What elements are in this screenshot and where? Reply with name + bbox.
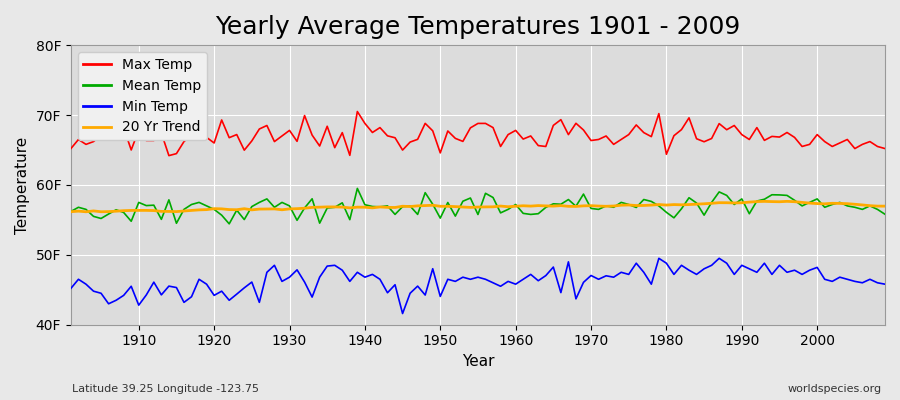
X-axis label: Year: Year (462, 354, 494, 369)
Title: Yearly Average Temperatures 1901 - 2009: Yearly Average Temperatures 1901 - 2009 (215, 15, 741, 39)
Text: worldspecies.org: worldspecies.org (788, 384, 882, 394)
Y-axis label: Temperature: Temperature (15, 136, 30, 234)
Text: Latitude 39.25 Longitude -123.75: Latitude 39.25 Longitude -123.75 (72, 384, 259, 394)
Legend: Max Temp, Mean Temp, Min Temp, 20 Yr Trend: Max Temp, Mean Temp, Min Temp, 20 Yr Tre… (77, 52, 207, 140)
